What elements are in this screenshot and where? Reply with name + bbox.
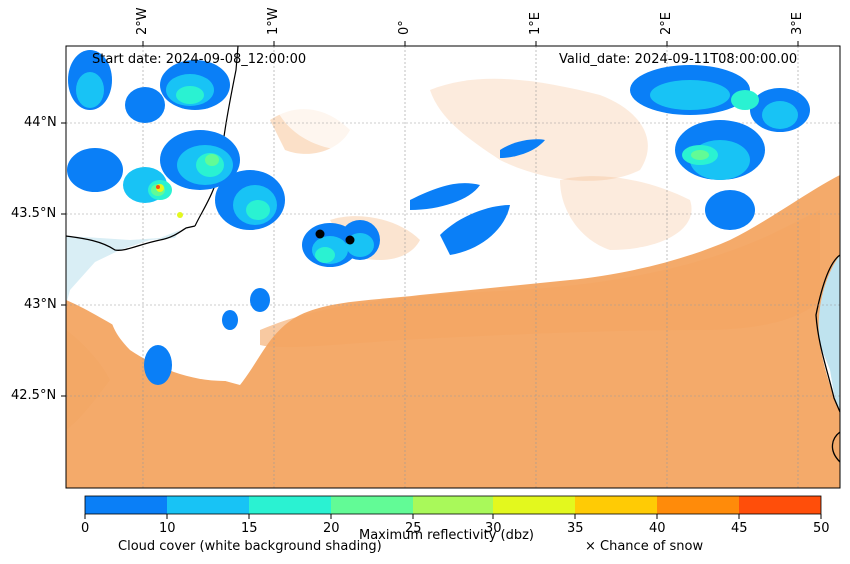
coastline-southeast — [831, 431, 841, 463]
colorbar-tick: 40 — [649, 521, 666, 536]
lon-label: 2°E — [659, 12, 674, 35]
lat-label: 43.5°N — [11, 206, 57, 221]
lon-label: 1°E — [528, 12, 543, 35]
station-marker — [345, 235, 355, 245]
colorbar-segment — [575, 496, 657, 514]
lat-label: 44°N — [24, 115, 57, 130]
axis-ticks — [61, 41, 799, 397]
cloud-cover-legend: Cloud cover (white background shading) — [118, 539, 382, 554]
colorbar-segment — [167, 496, 249, 514]
colorbar — [84, 495, 822, 519]
coastline-east — [815, 254, 841, 413]
lon-label: 2°W — [135, 7, 150, 35]
clear-sky-patches — [109, 58, 430, 381]
valid-date-label: Valid_date: 2024-09-11T08:00:00.00 — [559, 52, 798, 67]
colorbar-tick: 25 — [405, 521, 422, 536]
colorbar-tick: 10 — [159, 521, 176, 536]
colorbar-tick: 20 — [323, 521, 340, 536]
lon-label: 3°E — [790, 12, 805, 35]
map-frame — [65, 45, 841, 489]
lat-label: 43°N — [24, 297, 57, 312]
reflectivity-layer — [67, 50, 810, 385]
lon-label: 0° — [397, 20, 412, 35]
colorbar-segment — [657, 496, 739, 514]
lat-label: 42.5°N — [11, 388, 57, 403]
colorbar-tick: 15 — [241, 521, 258, 536]
colorbar-tick: 30 — [485, 521, 502, 536]
sea-bay-of-biscay — [66, 230, 180, 305]
lon-label: 1°W — [266, 7, 281, 35]
station-marker — [315, 229, 325, 239]
colorbar-tick: 0 — [81, 521, 90, 536]
colorbar-title: Maximum reflectivity (dbz) — [359, 528, 534, 543]
colorbar-tick: 35 — [567, 521, 584, 536]
colorbar-tick: 45 — [731, 521, 748, 536]
colorbar-segment — [249, 496, 331, 514]
coastline-north — [65, 225, 196, 251]
snow-legend: × Chance of snow — [585, 539, 704, 554]
colorbar-segment — [739, 496, 821, 514]
start-date-label: Start date: 2024-09-08_12:00:00 — [92, 52, 307, 67]
colorbar-segment — [493, 496, 575, 514]
colorbar-segment — [331, 496, 413, 514]
colorbar-tick: 50 — [813, 521, 830, 536]
colorbar-segment — [85, 496, 167, 514]
colorbar-segment — [413, 496, 493, 514]
